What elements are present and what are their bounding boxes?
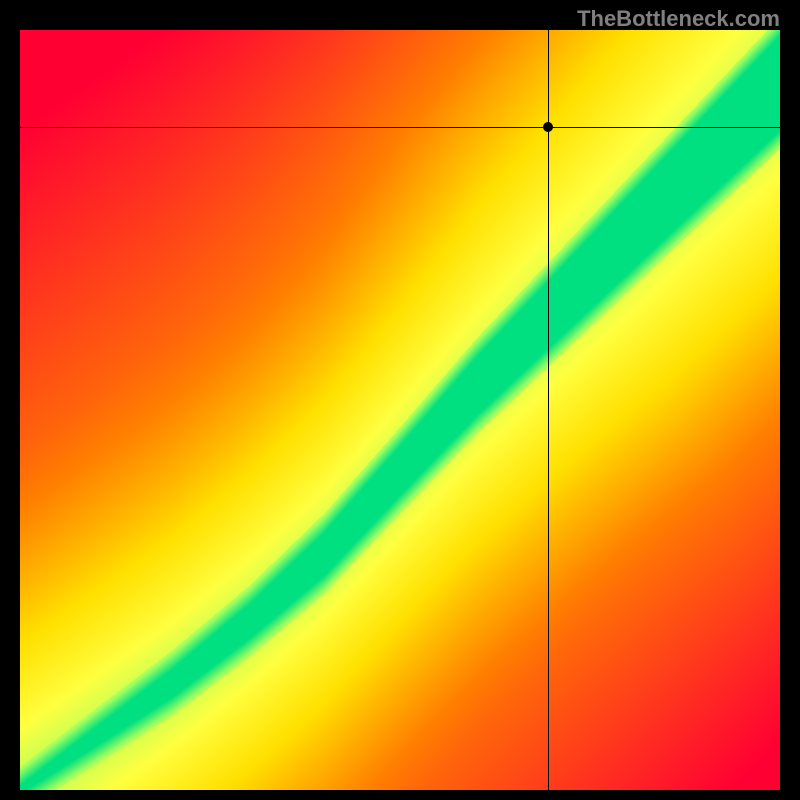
- crosshair-vertical-line: [548, 30, 549, 790]
- crosshair-marker-dot: [543, 122, 553, 132]
- heatmap-plot-area: [20, 30, 780, 790]
- crosshair-horizontal-line: [20, 127, 780, 128]
- watermark-text: TheBottleneck.com: [577, 6, 780, 32]
- heatmap-canvas: [20, 30, 780, 790]
